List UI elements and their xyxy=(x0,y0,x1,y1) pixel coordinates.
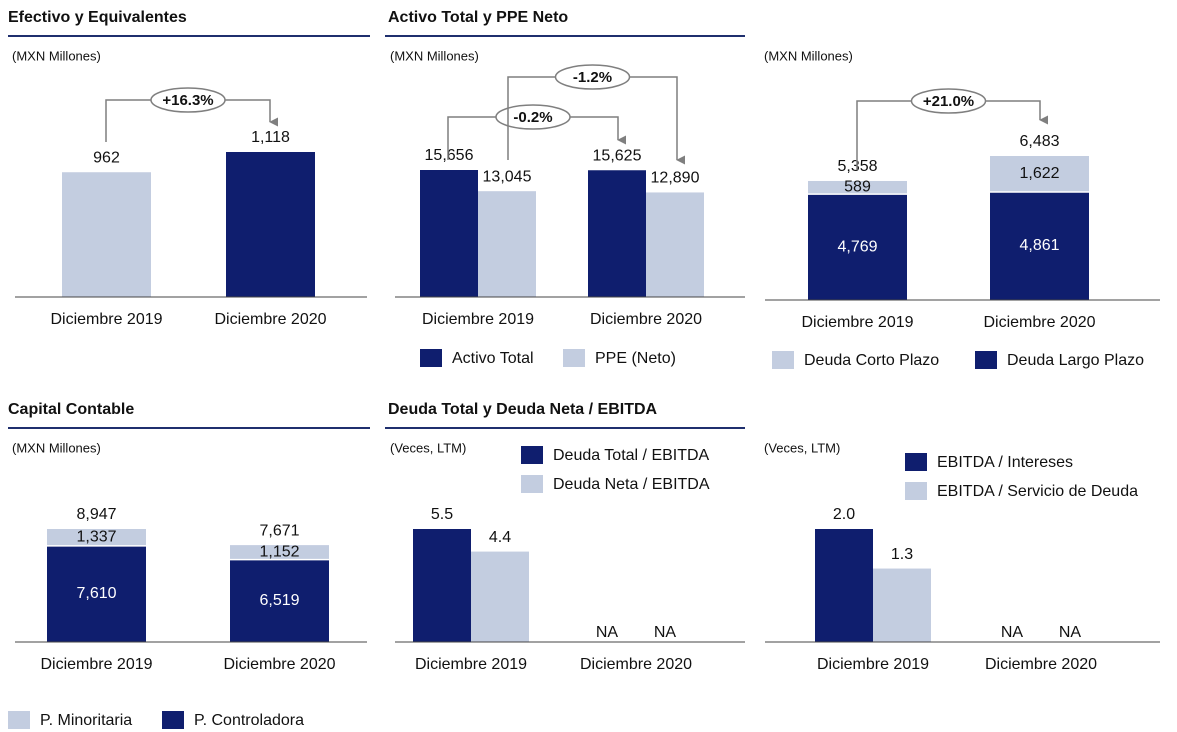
bar-segment xyxy=(47,529,146,546)
legend-swatch xyxy=(563,349,585,367)
total-label: 7,671 xyxy=(259,522,299,539)
bar xyxy=(226,152,315,297)
value-label: 5.5 xyxy=(431,506,453,523)
bar-segment xyxy=(230,545,329,560)
bar xyxy=(420,170,478,297)
unit-label: (MXN Millones) xyxy=(390,48,479,63)
legend-label: EBITDA / Servicio de Deuda xyxy=(937,483,1138,500)
annotation-oval xyxy=(910,88,987,114)
bar-segment xyxy=(230,559,329,642)
annotation-label: -0.2% xyxy=(513,109,552,126)
value-label: 7,610 xyxy=(76,585,116,602)
bar xyxy=(815,529,873,642)
value-label: 4.4 xyxy=(489,529,511,546)
value-label: 2.0 xyxy=(833,506,855,523)
bar-segment xyxy=(990,156,1089,193)
bar xyxy=(62,172,151,297)
value-label: 1,622 xyxy=(1019,165,1059,182)
value-label: 4,861 xyxy=(1019,237,1059,254)
unit-label: (Veces, LTM) xyxy=(390,440,466,455)
bar xyxy=(471,551,529,642)
x-tick-label: Diciembre 2020 xyxy=(214,311,326,328)
annotation-oval xyxy=(150,87,226,113)
legend-swatch xyxy=(975,351,997,369)
value-label: 1,152 xyxy=(259,544,299,561)
legend-swatch xyxy=(905,482,927,500)
x-tick-label: Diciembre 2020 xyxy=(983,314,1095,331)
unit-label: (Veces, LTM) xyxy=(764,440,840,455)
value-label: NA xyxy=(1059,624,1082,641)
x-tick-label: Diciembre 2019 xyxy=(50,311,162,328)
x-tick-label: Diciembre 2019 xyxy=(801,314,913,331)
value-label: NA xyxy=(596,624,619,641)
x-tick-label: Diciembre 2019 xyxy=(415,656,527,673)
value-label: 6,519 xyxy=(259,592,299,609)
x-tick-label: Diciembre 2020 xyxy=(223,656,335,673)
unit-label: (MXN Millones) xyxy=(764,48,853,63)
unit-label: (MXN Millones) xyxy=(12,440,101,455)
x-tick-label: Diciembre 2019 xyxy=(422,311,534,328)
value-label: 1,118 xyxy=(251,129,290,146)
bar-segment xyxy=(808,194,907,300)
annotation-oval xyxy=(554,64,631,90)
chart-title: Deuda Total y Deuda Neta / EBITDA xyxy=(388,401,658,418)
annotation-oval xyxy=(495,104,571,130)
legend-swatch xyxy=(521,475,543,493)
bar xyxy=(413,529,471,642)
x-tick-label: Diciembre 2020 xyxy=(985,656,1097,673)
bar xyxy=(873,568,931,642)
chart-title: Efectivo y Equivalentes xyxy=(8,9,187,26)
legend-label: P. Minoritaria xyxy=(40,712,132,729)
bar xyxy=(646,192,704,297)
legend-label: Deuda Largo Plazo xyxy=(1007,352,1144,369)
chart-title: Activo Total y PPE Neto xyxy=(388,9,568,26)
legend-swatch xyxy=(420,349,442,367)
unit-label: (MXN Millones) xyxy=(12,48,101,63)
value-label: 15,656 xyxy=(425,147,474,164)
bar xyxy=(588,170,646,297)
legend-label: P. Controladora xyxy=(194,712,304,729)
annotation-label: +21.0% xyxy=(923,93,974,110)
x-tick-label: Diciembre 2020 xyxy=(590,311,702,328)
legend-label: Activo Total xyxy=(452,350,534,367)
value-label: NA xyxy=(1001,624,1024,641)
chart-title: Capital Contable xyxy=(8,401,134,418)
bar-segment xyxy=(808,180,907,195)
legend-swatch xyxy=(162,711,184,729)
bar-segment xyxy=(990,192,1089,300)
value-label: 15,625 xyxy=(593,147,642,164)
value-label: 4,769 xyxy=(837,238,877,255)
x-tick-label: Diciembre 2019 xyxy=(40,656,152,673)
value-label: 1,337 xyxy=(76,529,116,546)
total-label: 6,483 xyxy=(1019,133,1059,150)
legend-label: PPE (Neto) xyxy=(595,350,676,367)
legend-swatch xyxy=(905,453,927,471)
legend-label: EBITDA / Intereses xyxy=(937,454,1073,471)
x-tick-label: Diciembre 2020 xyxy=(580,656,692,673)
x-tick-label: Diciembre 2019 xyxy=(817,656,929,673)
legend-label: Deuda Corto Plazo xyxy=(804,352,939,369)
value-label: 1.3 xyxy=(891,546,913,563)
value-label: 962 xyxy=(93,149,120,166)
annotation-label: -1.2% xyxy=(573,69,612,86)
legend-swatch xyxy=(521,446,543,464)
value-label: 13,045 xyxy=(483,168,532,185)
bar-segment xyxy=(47,545,146,642)
value-label: 589 xyxy=(844,179,871,196)
value-label: 12,890 xyxy=(651,170,700,187)
annotation-label: +16.3% xyxy=(162,92,213,109)
legend-label: Deuda Neta / EBITDA xyxy=(553,476,710,493)
legend-label: Deuda Total / EBITDA xyxy=(553,447,710,464)
bar xyxy=(478,191,536,297)
legend-swatch xyxy=(8,711,30,729)
value-label: NA xyxy=(654,624,677,641)
legend-swatch xyxy=(772,351,794,369)
total-label: 8,947 xyxy=(76,506,116,523)
